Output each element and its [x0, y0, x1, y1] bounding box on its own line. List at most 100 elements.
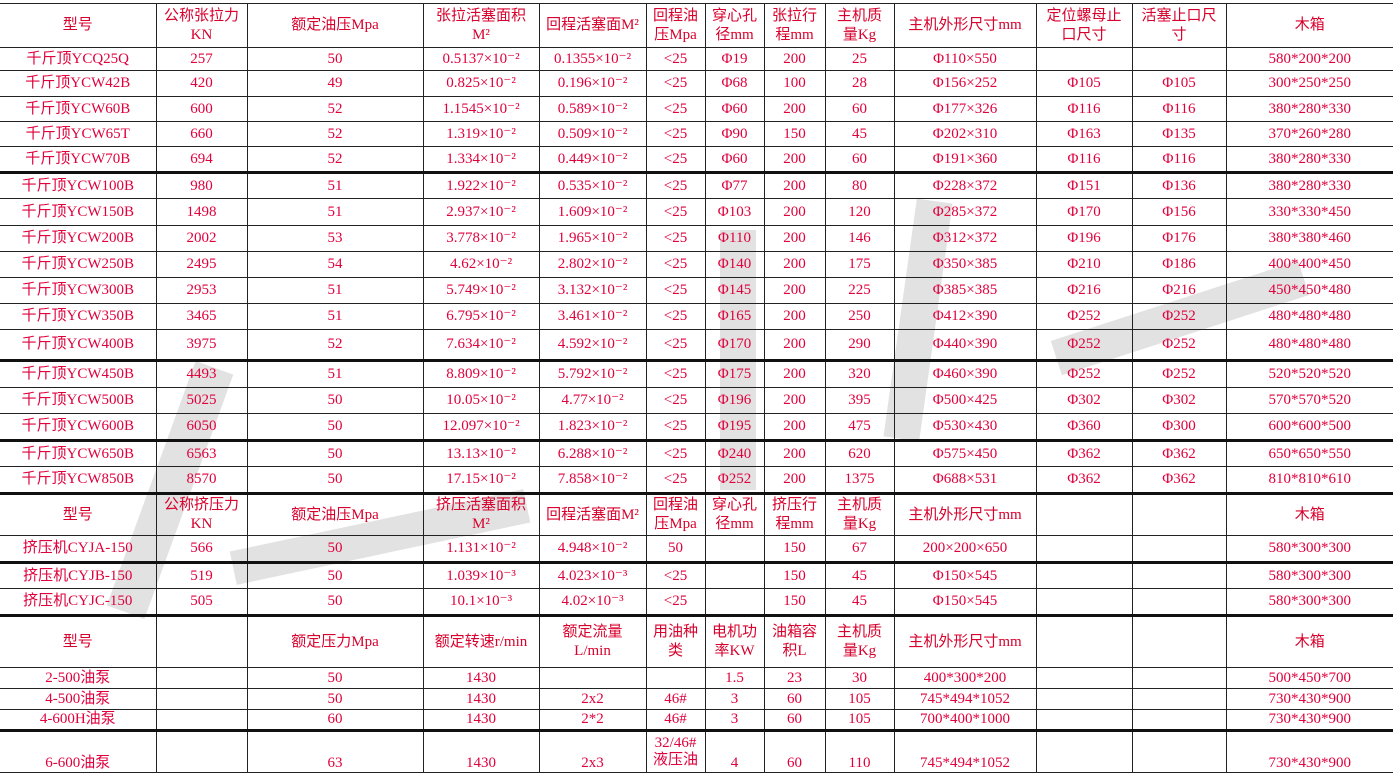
header-return-area: 回程活塞面M²	[538, 492, 647, 536]
cell-weight: 28	[824, 70, 895, 97]
table-row: 千斤顶YCW200B 2002 53 3.778×10⁻² 1.965×10⁻² <25 Φ…	[0, 225, 1393, 252]
cell-return-area: 7.858×10⁻²	[538, 466, 647, 494]
cell-wooden-box: 450*450*480	[1225, 277, 1393, 304]
cell-return-pressure: <25	[645, 198, 706, 226]
cell-return-pressure: <25	[645, 413, 706, 442]
table-row: 千斤顶YCW400B 3975 52 7.634×10⁻² 4.592×10⁻² <25 Φ…	[0, 329, 1393, 362]
cell-return-pressure: <25	[645, 466, 706, 494]
header-nut-size	[1035, 614, 1133, 668]
cell-return-area: 4.023×10⁻³	[538, 562, 647, 589]
cell-return-area: 4.948×10⁻²	[538, 535, 647, 564]
cell-weight: 225	[824, 277, 895, 304]
cell-return-area: 4.592×10⁻²	[538, 329, 647, 362]
cell-nut-size	[1035, 562, 1133, 589]
cell-return-pressure: <25	[645, 562, 706, 589]
cell-model: 挤压机CYJA-150	[0, 535, 157, 564]
header-rated-force: 公称挤压力 KN	[155, 492, 248, 536]
cell-return-area: 2*2	[538, 709, 647, 732]
table-row: 千斤顶YCW250B 2495 54 4.62×10⁻² 2.802×10⁻² <25 Φ1…	[0, 251, 1393, 278]
cell-stroke: 200	[763, 303, 826, 330]
cell-rated-pressure: 52	[246, 121, 424, 147]
cell-piston-stop-size: Φ135	[1131, 121, 1227, 147]
table-row: 千斤顶YCW600B 6050 50 12.097×10⁻² 1.823×10⁻² <25…	[0, 413, 1393, 442]
cell-return-pressure: 50	[645, 535, 706, 564]
cell-wooden-box: 380*380*460	[1225, 225, 1393, 252]
cell-return-area: 3.461×10⁻²	[538, 303, 647, 330]
cell-wooden-box: 300*250*250	[1225, 70, 1393, 97]
cell-stroke: 200	[763, 146, 826, 174]
cell-rated-pressure: 51	[246, 277, 424, 304]
cell-piston-stop-size: Φ362	[1131, 466, 1227, 494]
cell-bore-diameter	[704, 535, 765, 564]
cell-nut-size	[1035, 588, 1133, 616]
cell-return-pressure: <25	[645, 47, 706, 71]
cell-wooden-box: 730*430*900	[1225, 688, 1393, 710]
cell-dimensions: Φ110×550	[893, 47, 1037, 71]
cell-piston-stop-size: Φ216	[1131, 277, 1227, 304]
cell-weight: 290	[824, 329, 895, 362]
table-row: 千斤顶YCW65T 660 52 1.319×10⁻² 0.509×10⁻² <25 Φ90…	[0, 121, 1393, 147]
cell-piston-stop-size: Φ116	[1131, 146, 1227, 174]
cell-return-pressure: <25	[645, 225, 706, 252]
cell-piston-area: 3.778×10⁻²	[422, 225, 540, 252]
cell-return-pressure: <25	[645, 70, 706, 97]
cell-wooden-box: 370*260*280	[1225, 121, 1393, 147]
cell-stroke: 200	[763, 96, 826, 122]
cell-nut-size	[1035, 688, 1133, 710]
header-return-pressure: 用油种 类	[645, 614, 706, 668]
cell-rated-force: 2495	[155, 251, 248, 278]
header-nut-size	[1035, 492, 1133, 536]
cell-return-pressure: <25	[645, 329, 706, 362]
cell-bore-diameter	[704, 588, 765, 616]
table-row: 挤压机CYJA-150 566 50 1.131×10⁻² 4.948×10⁻² 50 15…	[0, 535, 1393, 564]
cell-dimensions: Φ460×390	[893, 360, 1037, 388]
cell-nut-size: Φ252	[1035, 360, 1133, 388]
cell-piston-area: 0.825×10⁻²	[422, 70, 540, 97]
cell-nut-size	[1035, 667, 1133, 689]
cell-nut-size: Φ116	[1035, 146, 1133, 174]
cell-stroke: 200	[763, 360, 826, 388]
cell-piston-area: 1.039×10⁻³	[422, 562, 540, 589]
cell-piston-area: 1430	[422, 667, 540, 689]
header-row: 型号 公称张拉力 KN 额定油压Mpa 张拉活塞面积 M² 回程活塞面M² 回程油 压Mp…	[0, 3, 1393, 48]
table-row: 千斤顶YCW150B 1498 51 2.937×10⁻² 1.609×10⁻² <25 Φ…	[0, 198, 1393, 226]
cell-model: 挤压机CYJC-150	[0, 588, 157, 616]
cell-bore-diameter: Φ90	[704, 121, 765, 147]
cell-rated-force: 3465	[155, 303, 248, 330]
header-rated-pressure: 额定油压Mpa	[246, 492, 424, 536]
cell-bore-diameter: 1.5	[704, 667, 765, 689]
cell-stroke: 60	[763, 688, 826, 710]
cell-dimensions: Φ312×372	[893, 225, 1037, 252]
cell-piston-area: 1430	[422, 688, 540, 710]
cell-weight: 320	[824, 360, 895, 388]
cell-wooden-box: 580*200*200	[1225, 47, 1393, 71]
cell-return-pressure	[645, 667, 706, 689]
cell-stroke: 60	[763, 730, 826, 773]
cell-rated-force	[155, 688, 248, 710]
cell-weight: 475	[824, 413, 895, 442]
cell-rated-pressure: 52	[246, 96, 424, 122]
cell-nut-size	[1035, 535, 1133, 564]
header-piston-area: 额定转速r/min	[422, 614, 540, 668]
header-stroke: 张拉行 程mm	[763, 3, 826, 48]
cell-piston-area: 10.05×10⁻²	[422, 387, 540, 414]
header-weight: 主机质 量Kg	[824, 492, 895, 536]
cell-dimensions: Φ150×545	[893, 588, 1037, 616]
cell-piston-area: 17.15×10⁻²	[422, 466, 540, 494]
cell-return-pressure: <25	[645, 96, 706, 122]
table-row: 挤压机CYJB-150 519 50 1.039×10⁻³ 4.023×10⁻³ <25 1…	[0, 562, 1393, 589]
cell-dimensions: Φ530×430	[893, 413, 1037, 442]
cell-stroke: 200	[763, 466, 826, 494]
cell-weight: 105	[824, 709, 895, 732]
cell-nut-size: Φ116	[1035, 96, 1133, 122]
cell-piston-area: 1.319×10⁻²	[422, 121, 540, 147]
cell-dimensions: Φ350×385	[893, 251, 1037, 278]
cell-piston-area: 4.62×10⁻²	[422, 251, 540, 278]
cell-piston-area: 10.1×10⁻³	[422, 588, 540, 616]
cell-rated-pressure: 51	[246, 198, 424, 226]
header-bore-diameter: 穿心孔 径mm	[704, 492, 765, 536]
cell-return-area: 4.77×10⁻²	[538, 387, 647, 414]
cell-piston-area: 1.922×10⁻²	[422, 172, 540, 199]
cell-rated-force: 2953	[155, 277, 248, 304]
cell-piston-stop-size	[1131, 709, 1227, 732]
